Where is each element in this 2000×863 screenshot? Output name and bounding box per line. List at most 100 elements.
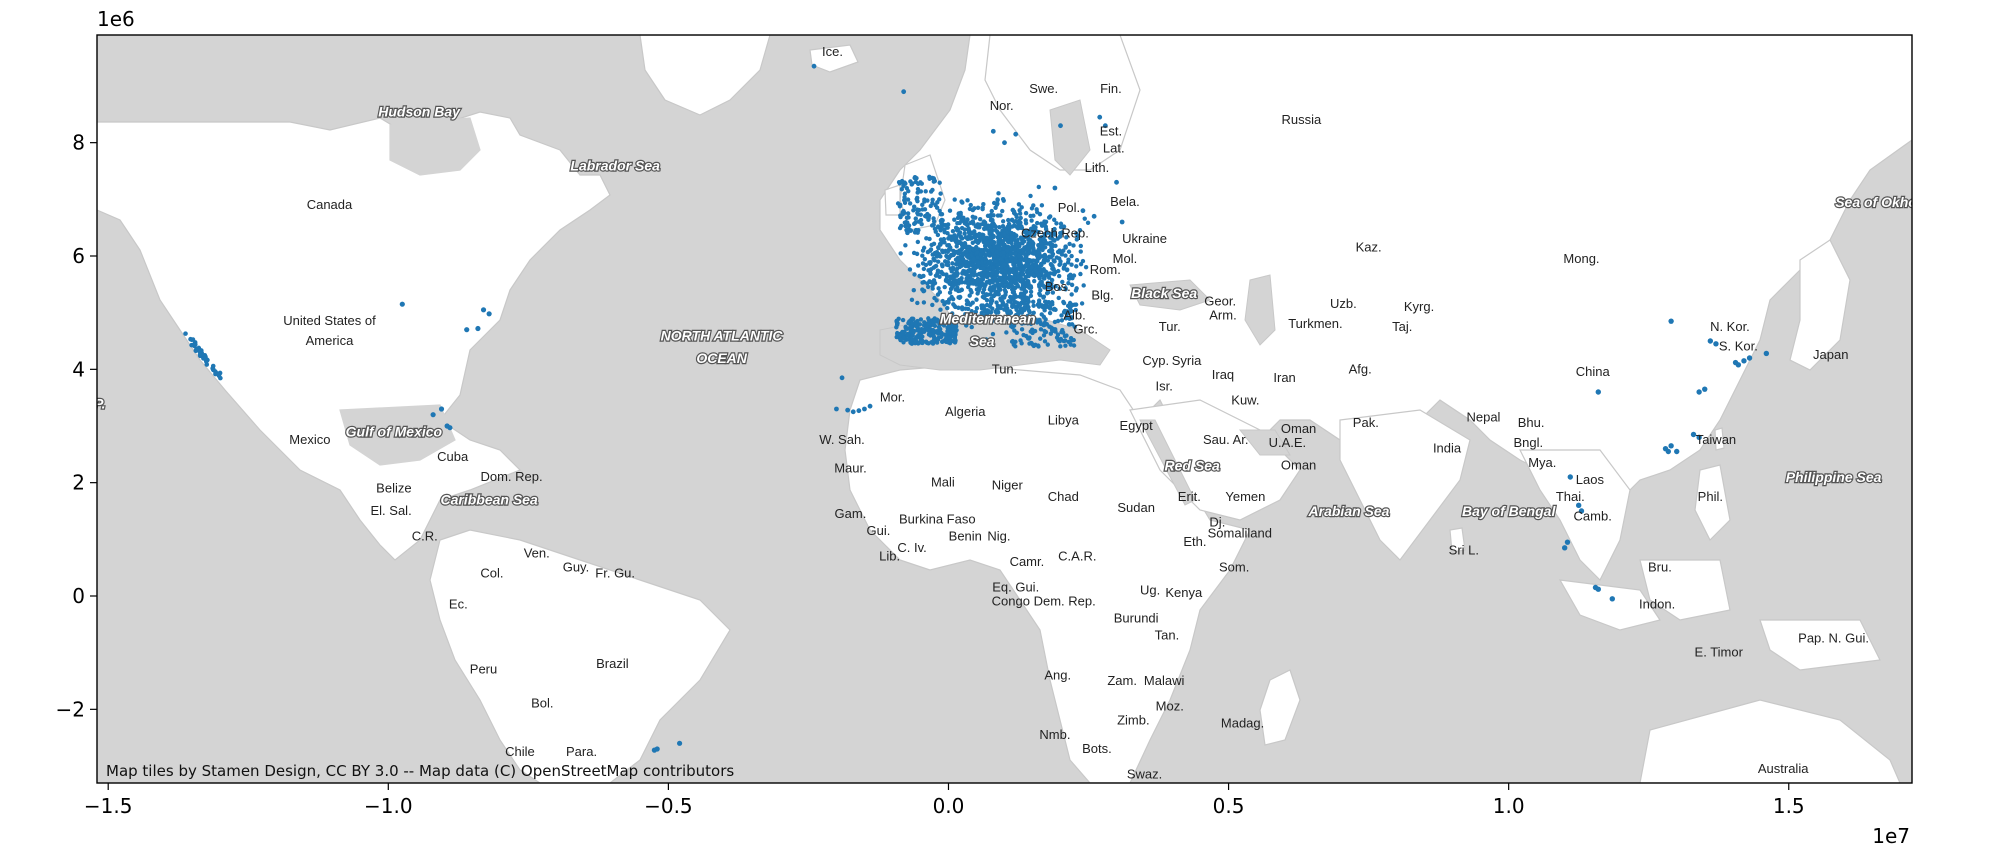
data-point [916, 263, 921, 268]
data-point [896, 316, 901, 322]
data-point [1069, 292, 1074, 297]
data-point [1034, 320, 1040, 325]
sea-label: P. [94, 395, 105, 411]
data-point [1060, 279, 1065, 285]
data-point [957, 239, 962, 244]
data-point [939, 224, 945, 229]
data-point [1037, 292, 1043, 298]
data-point [1609, 596, 1616, 602]
country-label: China [1576, 364, 1611, 379]
data-point [1031, 319, 1036, 324]
data-point [933, 229, 938, 234]
data-point [915, 210, 920, 216]
country-label: Rom. [1090, 262, 1121, 277]
data-point [918, 217, 924, 223]
data-point [972, 229, 977, 234]
data-point [921, 328, 926, 334]
data-points-layer [183, 63, 1770, 753]
country-label: Yemen [1225, 489, 1265, 504]
data-point [955, 271, 960, 276]
data-point [1006, 217, 1011, 223]
data-point [1048, 240, 1053, 245]
data-point [916, 341, 921, 346]
data-point [956, 288, 961, 294]
country-label: Tur. [1159, 319, 1181, 334]
country-label: Chad [1048, 489, 1079, 504]
data-point [1021, 267, 1026, 273]
data-point [933, 319, 939, 324]
data-point [951, 275, 956, 281]
data-point [965, 244, 971, 250]
data-point [911, 329, 916, 335]
data-point [938, 191, 943, 196]
sea-label: Sea of Okhot [1835, 194, 1923, 210]
data-point [943, 319, 949, 325]
data-point [1000, 219, 1006, 224]
red-sea [1139, 419, 1196, 506]
country-label: Kyrg. [1404, 299, 1434, 314]
data-point [918, 189, 924, 194]
data-point [1707, 338, 1714, 344]
data-point [1097, 114, 1103, 120]
data-point [1055, 332, 1061, 337]
data-point [997, 224, 1002, 230]
data-point [1023, 276, 1028, 281]
data-point [1058, 123, 1063, 129]
data-point [908, 179, 913, 184]
data-point [1008, 320, 1013, 325]
data-point [1063, 343, 1068, 348]
data-point [1010, 302, 1015, 308]
country-label: Russia [1282, 112, 1323, 127]
country-label: Algeria [945, 404, 986, 419]
data-point [973, 224, 979, 229]
data-point [1031, 246, 1036, 251]
data-point [1578, 508, 1585, 514]
data-point [1020, 296, 1025, 301]
data-point [952, 197, 957, 202]
sea-label: Black Sea [1131, 285, 1197, 301]
data-point [1072, 324, 1077, 329]
country-label: Bela. [1110, 194, 1140, 209]
country-label: Geor. [1204, 293, 1236, 308]
data-point [942, 302, 947, 307]
data-point [1063, 253, 1068, 258]
data-point [960, 245, 965, 251]
data-point [933, 273, 939, 278]
country-label: United States of [283, 313, 376, 328]
data-point [1054, 221, 1059, 226]
data-point [930, 302, 935, 308]
data-point [1041, 333, 1047, 338]
data-point [963, 312, 968, 317]
country-label: Bru. [1648, 560, 1672, 575]
data-point [915, 195, 920, 201]
data-point [1036, 184, 1042, 190]
data-point [210, 363, 216, 369]
axes-frame [96, 34, 1913, 784]
data-point [1575, 502, 1582, 509]
data-point [1002, 231, 1007, 237]
data-point [1015, 237, 1020, 243]
data-point [948, 253, 954, 258]
data-point [945, 225, 950, 230]
data-point [1059, 313, 1064, 318]
x-tick-label: 1.5 [1773, 794, 1805, 818]
data-point [1042, 299, 1048, 304]
data-point [183, 331, 188, 336]
data-point [1696, 434, 1702, 441]
data-point [904, 215, 910, 221]
data-point [1049, 248, 1055, 253]
data-point [962, 259, 968, 264]
sea-label: Hudson Bay [378, 104, 461, 120]
data-point [906, 188, 911, 194]
country-label: Somaliland [1208, 526, 1272, 541]
data-point [945, 328, 950, 334]
data-point [1018, 235, 1024, 240]
country-label: Chile [505, 744, 535, 759]
data-point [904, 326, 910, 331]
data-point [966, 284, 971, 290]
data-point [1074, 237, 1080, 242]
country-label: America [306, 333, 354, 348]
data-point [935, 232, 941, 238]
data-point [1071, 343, 1077, 348]
data-point [983, 253, 988, 258]
